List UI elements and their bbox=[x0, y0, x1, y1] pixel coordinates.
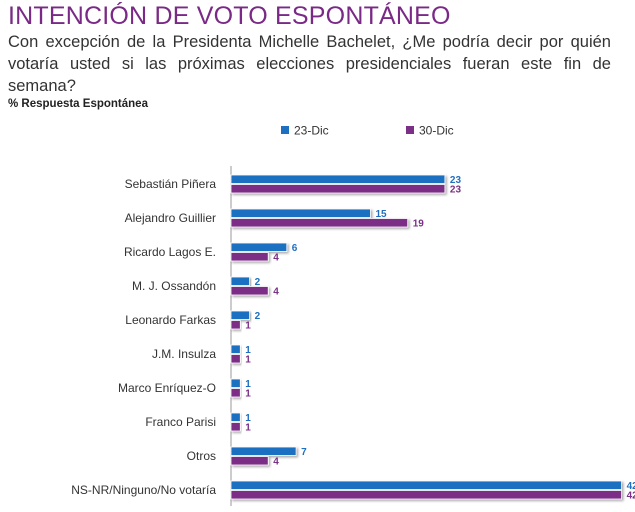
data-label: 1 bbox=[245, 379, 251, 390]
data-label: 1 bbox=[245, 423, 251, 434]
data-label: 2 bbox=[255, 277, 261, 288]
category-label: Franco Parisi bbox=[145, 415, 216, 429]
data-label: 1 bbox=[245, 413, 251, 424]
data-label: 6 bbox=[292, 243, 298, 254]
category-label: Leonardo Farkas bbox=[125, 313, 216, 327]
category-label: Sebastián Piñera bbox=[125, 177, 217, 191]
legend-label: 23-Dic bbox=[294, 124, 329, 138]
bar bbox=[230, 184, 446, 194]
data-label: 2 bbox=[255, 311, 261, 322]
bar bbox=[230, 252, 269, 262]
data-label: 4 bbox=[273, 253, 279, 264]
bar bbox=[230, 174, 446, 184]
bar bbox=[230, 456, 269, 466]
data-label: 15 bbox=[376, 209, 388, 220]
response-type-label: % Respuesta Espontánea bbox=[8, 98, 148, 110]
data-label: 1 bbox=[245, 345, 251, 356]
bar bbox=[230, 378, 241, 388]
legend-swatch bbox=[281, 126, 289, 134]
category-label: Marco Enríquez-O bbox=[118, 381, 216, 395]
data-label: 42 bbox=[627, 491, 635, 502]
data-label: 19 bbox=[413, 219, 425, 230]
bar bbox=[230, 480, 623, 490]
legend-label: 30-Dic bbox=[419, 124, 454, 138]
bar bbox=[230, 320, 241, 330]
data-label: 4 bbox=[273, 287, 279, 298]
data-label: 42 bbox=[627, 481, 635, 492]
chart-title: INTENCIÓN DE VOTO ESPONTÁNEO bbox=[8, 2, 451, 30]
bar bbox=[230, 354, 241, 364]
legend-swatch bbox=[406, 126, 414, 134]
bar bbox=[230, 388, 241, 398]
data-label: 1 bbox=[245, 321, 251, 332]
bar bbox=[230, 286, 269, 296]
bar bbox=[230, 218, 409, 228]
data-label: 23 bbox=[450, 175, 462, 186]
bar bbox=[230, 446, 297, 456]
data-label: 1 bbox=[245, 355, 251, 366]
bar bbox=[230, 276, 251, 286]
bar bbox=[230, 208, 371, 218]
category-label: Ricardo Lagos E. bbox=[124, 245, 216, 259]
bar bbox=[230, 422, 241, 432]
category-label: J.M. Insulza bbox=[152, 347, 216, 361]
category-label: NS-NR/Ninguno/No votaría bbox=[71, 483, 216, 497]
data-label: 7 bbox=[301, 447, 307, 458]
data-label: 1 bbox=[245, 389, 251, 400]
bar bbox=[230, 242, 288, 252]
category-label: M. J. Ossandón bbox=[132, 279, 216, 293]
category-label: Otros bbox=[187, 449, 216, 463]
data-label: 4 bbox=[273, 457, 279, 468]
bar bbox=[230, 344, 241, 354]
bar bbox=[230, 310, 251, 320]
category-label: Alejandro Guillier bbox=[125, 211, 216, 225]
bar bbox=[230, 412, 241, 422]
data-label: 23 bbox=[450, 185, 462, 196]
survey-question: Con excepción de la Presidenta Michelle … bbox=[8, 33, 611, 95]
bar bbox=[230, 490, 623, 500]
